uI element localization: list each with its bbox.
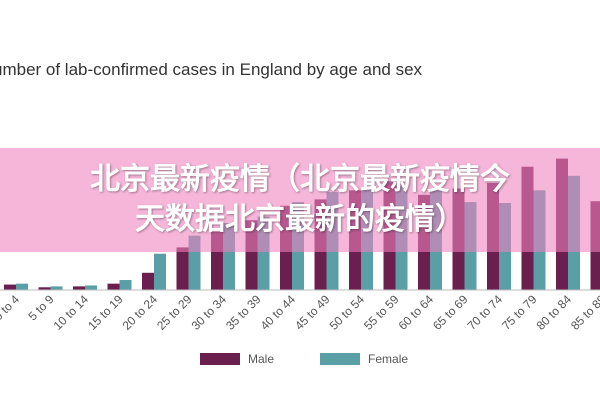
x-tick-label: 75 to 79 [499, 292, 540, 333]
x-tick-label: 70 to 74 [465, 292, 506, 333]
x-tick-label: 40 to 44 [258, 292, 299, 333]
overlay-banner [0, 148, 600, 252]
x-tick-label: 50 to 54 [327, 292, 368, 333]
bar-female-5-to-9 [50, 286, 63, 290]
bar-female-10-to-14 [85, 285, 97, 290]
chart-legend: Male Female [200, 352, 454, 366]
x-tick-label: 0 to 4 [0, 292, 22, 323]
legend-swatch-female [320, 353, 361, 365]
bar-male-20-to-24 [142, 272, 154, 290]
x-tick-label: 10 to 14 [51, 292, 92, 333]
x-tick-label: 85 to 89 [568, 292, 600, 333]
legend-item-male: Male [200, 352, 274, 366]
chart-title: umber of lab-confirmed cases in England … [0, 60, 423, 79]
bar-male-5-to-9 [38, 287, 51, 290]
x-tick-label: 55 to 59 [361, 292, 402, 333]
bar-male-15-to-19 [107, 283, 120, 290]
banner-line-1: 北京最新疫情（北京最新疫情今 [90, 162, 510, 197]
bar-female-15-to-19 [119, 280, 132, 290]
banner-line-2: 天数据北京最新的疫情） [135, 202, 465, 237]
legend-label-female: Female [368, 352, 409, 366]
bar-female-20-to-24 [154, 253, 166, 290]
bar-male-10-to-14 [73, 286, 85, 290]
legend-label-male: Male [248, 352, 275, 366]
x-tick-label: 80 to 84 [534, 292, 575, 333]
bar-female-0-to-4 [16, 283, 28, 290]
x-tick-label: 30 to 34 [189, 292, 230, 333]
x-tick-label: 65 to 69 [430, 292, 471, 333]
overlay-banner-text: 北京最新疫情（北京最新疫情今 天数据北京最新的疫情） [0, 160, 600, 240]
bar-male-25-to-29 [176, 247, 189, 290]
x-tick-label: 15 to 19 [85, 292, 126, 333]
x-tick-label: 45 to 49 [292, 292, 333, 333]
legend-swatch-male [200, 353, 240, 365]
x-tick-label: 60 to 64 [396, 292, 437, 333]
x-tick-label: 20 to 24 [120, 292, 161, 333]
bar-male-0-to-4 [4, 284, 16, 290]
x-tick-label: 35 to 39 [223, 292, 264, 333]
x-tick-label: 25 to 29 [154, 292, 195, 333]
legend-item-female: Female [320, 352, 408, 366]
x-tick-label: 5 to 9 [25, 292, 56, 323]
